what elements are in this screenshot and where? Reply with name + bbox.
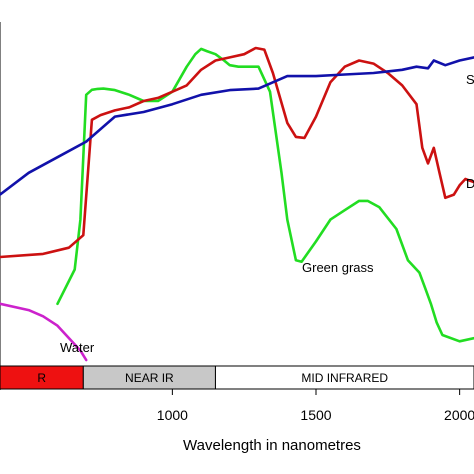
band-label-mid-infrared: MID INFRARED — [301, 371, 388, 385]
x-tick-label-2000: 2000 — [444, 407, 474, 423]
band-label-r: R — [37, 371, 46, 385]
x-axis-ticks: 1000 1500 2000 — [157, 389, 474, 423]
band-label-near-ir: NEAR IR — [125, 371, 174, 385]
series-line-d — [0, 46, 474, 259]
label-s: S — [466, 72, 474, 87]
series-labels: Green grass Water S D — [60, 72, 474, 355]
series-line-water — [0, 302, 88, 362]
label-green-grass: Green grass — [302, 260, 374, 275]
label-d: D — [466, 176, 474, 191]
plot-area — [0, 22, 474, 390]
spectral-band-bar: R NEAR IR MID INFRARED — [0, 365, 474, 390]
series-line-s — [0, 56, 474, 196]
series-layer — [0, 46, 474, 362]
x-axis-title: Wavelength in nanometres — [183, 437, 361, 454]
series-line-green-grass — [56, 47, 474, 343]
x-tick-label-1000: 1000 — [157, 407, 188, 423]
label-water: Water — [60, 340, 95, 355]
x-tick-label-1500: 1500 — [300, 407, 331, 423]
